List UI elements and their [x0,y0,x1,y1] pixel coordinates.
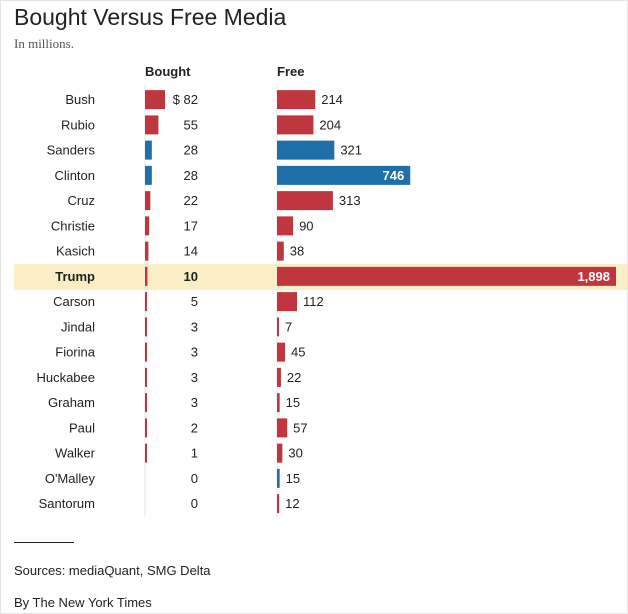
bought-value-clinton: 28 [184,168,198,183]
free-value-sanders: 321 [340,143,362,158]
bought-bar-fiorina [145,342,147,362]
byline: By The New York Times [14,595,152,610]
chart-title: Bought Versus Free Media [14,4,287,30]
free-bar-clinton [277,165,411,185]
free-value-kasich: 38 [290,244,304,259]
bought-value-sanders: 28 [184,143,198,158]
free-bar-huckabee [277,367,281,387]
free-bar-christie [277,216,294,236]
bought-value-carson: 5 [191,294,198,309]
candidate-label-santorum: Santorum [39,496,95,511]
bought-bar-trump [145,266,148,286]
bought-value-kasich: 14 [184,244,198,259]
candidate-label-sanders: Sanders [47,143,96,158]
bought-value-rubio: 55 [184,117,198,132]
candidate-label-cruz: Cruz [68,193,95,208]
candidate-label-kasich: Kasich [56,244,95,259]
bought-value-cruz: 22 [184,193,198,208]
free-column-header: Free [277,64,305,79]
candidate-label-graham: Graham [48,395,95,410]
candidate-label-rubio: Rubio [61,117,95,132]
free-value-christie: 90 [299,218,313,233]
candidate-label-trump: Trump [55,269,95,284]
free-value-santorum: 12 [285,496,299,511]
bought-value-trump: 10 [184,269,198,284]
bought-value-walker: 1 [191,446,198,461]
free-bar-walker [277,443,283,463]
bought-value-fiorina: 3 [191,345,198,360]
bought-bar-carson [145,292,147,312]
candidate-label-fiorina: Fiorina [55,345,96,360]
free-value-walker: 30 [288,446,302,461]
free-value-fiorina: 45 [291,345,305,360]
bought-bar-rubio [145,115,159,135]
candidate-label-jindal: Jindal [61,319,95,334]
bought-bar-graham [145,393,147,413]
bought-bar-cruz [145,191,151,211]
free-value-o-malley: 15 [286,471,300,486]
candidate-label-o-malley: O'Malley [45,471,96,486]
candidate-label-christie: Christie [51,218,95,233]
candidate-label-bush: Bush [65,92,95,107]
free-value-huckabee: 22 [287,370,301,385]
free-bar-carson [277,292,298,312]
free-bar-santorum [277,494,280,514]
bought-value-huckabee: 3 [191,370,198,385]
candidate-label-walker: Walker [55,446,96,461]
chart-subtitle: In millions. [14,36,74,51]
bought-value-graham: 3 [191,395,198,410]
free-bar-graham [277,393,280,413]
bought-bar-bush [145,90,165,110]
bought-value-paul: 2 [191,420,198,435]
free-bar-paul [277,418,288,438]
bought-bar-paul [145,418,147,438]
free-bar-sanders [277,140,335,160]
bought-bar-kasich [145,241,149,261]
bought-value-christie: 17 [184,218,198,233]
candidate-label-carson: Carson [53,294,95,309]
free-value-carson: 112 [303,294,324,309]
bought-value-santorum: 0 [191,496,198,511]
bought-value-bush: $ 82 [173,92,198,107]
bought-bar-christie [145,216,150,236]
free-value-rubio: 204 [319,117,341,132]
free-bar-fiorina [277,342,286,362]
free-bar-bush [277,90,316,110]
free-value-graham: 15 [286,395,300,410]
free-bar-rubio [277,115,314,135]
bought-bar-huckabee [145,367,147,387]
free-bar-trump [277,266,616,286]
bought-bar-jindal [145,317,147,337]
free-value-clinton: 746 [383,168,405,183]
free-value-cruz: 313 [339,193,361,208]
free-value-bush: 214 [321,92,343,107]
bought-value-jindal: 3 [191,319,198,334]
bought-value-o-malley: 0 [191,471,198,486]
free-bar-kasich [277,241,284,261]
free-bar-cruz [277,191,333,211]
candidate-label-huckabee: Huckabee [36,370,95,385]
bought-column-header: Bought [145,64,191,79]
candidate-label-paul: Paul [69,420,95,435]
bought-bar-clinton [145,165,152,185]
candidate-label-clinton: Clinton [55,168,95,183]
free-bar-o-malley [277,468,280,488]
bought-bar-walker [145,443,147,463]
free-value-paul: 57 [293,420,307,435]
bought-bar-sanders [145,140,152,160]
free-value-jindal: 7 [285,319,292,334]
footnote-divider [14,542,74,543]
free-bar-jindal [277,317,279,337]
sources-note: Sources: mediaQuant, SMG Delta [14,563,211,578]
free-value-trump: 1,898 [577,269,610,284]
